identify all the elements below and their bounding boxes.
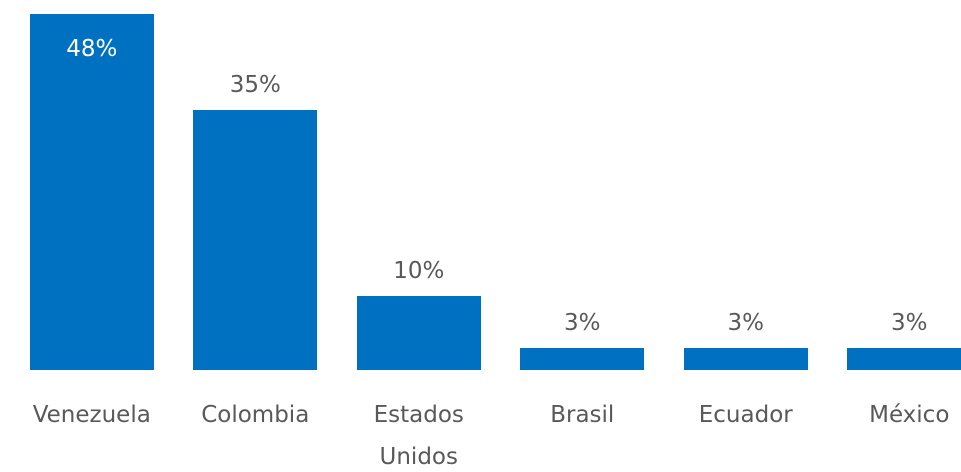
- category-label: México: [869, 402, 950, 428]
- category-label: Brasil: [550, 402, 615, 428]
- category-label: Ecuador: [698, 402, 793, 428]
- bar: [520, 347, 645, 370]
- bar: [193, 110, 318, 370]
- value-label: 3%: [564, 309, 601, 336]
- value-label: 35%: [229, 72, 281, 99]
- value-label: 48%: [66, 36, 118, 62]
- bar: [683, 347, 808, 370]
- category-label: Venezuela: [32, 402, 151, 428]
- value-label: 3%: [891, 309, 928, 336]
- bar: [847, 347, 961, 370]
- bar: [356, 295, 481, 370]
- value-label: 3%: [727, 309, 765, 336]
- value-label: 10%: [393, 257, 445, 284]
- category-label: Estados Unidos: [373, 402, 464, 470]
- bar: [29, 14, 154, 370]
- category-label: Colombia: [201, 402, 310, 428]
